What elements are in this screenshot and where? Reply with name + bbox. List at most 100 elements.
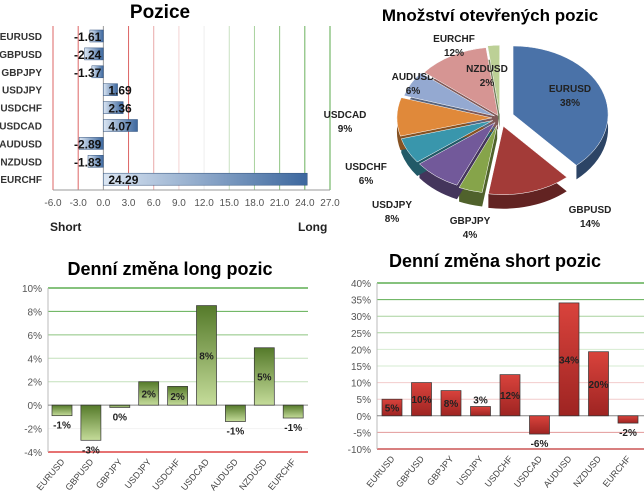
bar — [51, 404, 73, 417]
bar — [84, 47, 104, 61]
slice-percent: 38% — [560, 98, 580, 109]
category-label: USDJPY — [123, 457, 153, 491]
slice-label: USDCHF — [345, 162, 387, 173]
data-label: 12% — [500, 391, 520, 402]
data-label: 2% — [141, 389, 156, 400]
category-label: EURCHF — [266, 456, 298, 492]
pie-slice-side — [488, 126, 567, 209]
y-tick-label: 5% — [357, 395, 372, 406]
y-tick-label: 10% — [22, 284, 42, 295]
x-tick-label: 24.0 — [295, 198, 315, 209]
pie-slice-side — [419, 122, 496, 200]
x-tick-label: -3.0 — [70, 198, 88, 209]
bar — [225, 404, 246, 422]
bar — [103, 83, 118, 96]
y-tick-label: 35% — [351, 296, 371, 307]
y-tick-label: 20% — [351, 345, 371, 356]
category-label: USDCAD — [0, 122, 42, 133]
positions-chart-title: Pozice — [129, 2, 191, 23]
y-tick-label: 10% — [351, 379, 371, 390]
pie-slice — [488, 125, 568, 195]
bar — [91, 65, 104, 79]
y-tick-label: 8% — [28, 307, 43, 318]
category-label: NZDUSD — [237, 456, 269, 492]
x-tick-label: 9.0 — [172, 198, 186, 209]
category-label: GBPUSD — [63, 456, 95, 492]
y-tick-label: 0% — [28, 401, 43, 412]
slice-label: USDCAD — [324, 110, 367, 121]
pie-slice — [458, 124, 498, 193]
short-label: Short — [50, 220, 82, 234]
bar — [103, 119, 138, 132]
data-label: 34% — [559, 355, 579, 366]
category-label: USDJPY — [455, 454, 485, 488]
x-tick-label: 15.0 — [220, 198, 240, 209]
bar — [167, 386, 188, 406]
data-label: 24.29 — [108, 173, 138, 187]
bar — [440, 390, 462, 417]
slice-percent: 8% — [385, 214, 400, 225]
category-label: EURUSD — [0, 32, 42, 43]
data-label: -2% — [619, 428, 637, 439]
slice-percent: 6% — [359, 176, 374, 187]
bar — [499, 374, 521, 417]
slice-percent: 2% — [480, 78, 495, 89]
y-tick-label: 4% — [28, 354, 43, 365]
category-label: USDCAD — [179, 456, 211, 492]
data-label: -1% — [53, 421, 71, 432]
short-change-chart-title: Denní změna short pozic — [388, 251, 602, 271]
pie-slice — [396, 97, 493, 137]
y-tick-label: 0% — [357, 412, 372, 423]
slice-label: EURUSD — [549, 84, 591, 95]
bar — [529, 415, 550, 435]
category-label: USDJPY — [2, 86, 42, 97]
bar — [103, 101, 124, 114]
y-tick-label: 2% — [28, 378, 43, 389]
bar — [558, 302, 580, 417]
y-tick-label: 6% — [28, 331, 43, 342]
data-label: -3% — [82, 445, 100, 456]
category-label: EURUSD — [364, 453, 396, 489]
data-label: 1.69 — [108, 84, 132, 98]
category-label: USDCAD — [512, 453, 544, 489]
data-label: -1% — [284, 423, 302, 434]
data-label: 5% — [385, 404, 400, 415]
slice-percent: 14% — [580, 219, 600, 230]
y-tick-label: -5% — [353, 428, 371, 439]
y-tick-label: 40% — [351, 279, 371, 290]
data-label: -1.83 — [74, 155, 102, 169]
pie-slice — [423, 47, 499, 116]
data-label: 3% — [473, 396, 488, 407]
data-label: -1% — [227, 427, 245, 438]
category-label: GBPJPY — [1, 68, 42, 79]
x-tick-label: 18.0 — [245, 198, 265, 209]
bar — [282, 404, 304, 419]
long-label: Long — [298, 220, 328, 234]
data-label: -2.24 — [74, 48, 102, 62]
bar — [80, 404, 102, 441]
data-label: -2.89 — [74, 137, 102, 151]
x-tick-label: -6.0 — [44, 198, 62, 209]
data-label: -1.37 — [74, 66, 102, 80]
category-label: NZDUSD — [0, 157, 42, 168]
data-label: 8% — [444, 399, 459, 410]
pie-slice — [419, 121, 496, 186]
category-label: GBPJPY — [425, 454, 455, 488]
y-tick-label: 30% — [351, 312, 371, 323]
data-label: 0% — [113, 412, 128, 423]
bar — [381, 398, 403, 417]
bar — [411, 382, 432, 417]
slice-percent: 4% — [463, 230, 478, 241]
slice-percent: 6% — [406, 86, 421, 97]
category-label: NZDUSD — [571, 453, 603, 489]
x-tick-label: 3.0 — [122, 198, 136, 209]
category-label: GBPUSD — [0, 50, 42, 61]
category-label: EURCHF — [601, 453, 633, 489]
pie-slice — [403, 72, 495, 117]
slice-label: NZDUSD — [466, 64, 508, 75]
pie-slice — [512, 45, 609, 166]
data-label: -1.61 — [74, 30, 102, 44]
bar — [470, 406, 491, 417]
bar — [89, 29, 104, 43]
